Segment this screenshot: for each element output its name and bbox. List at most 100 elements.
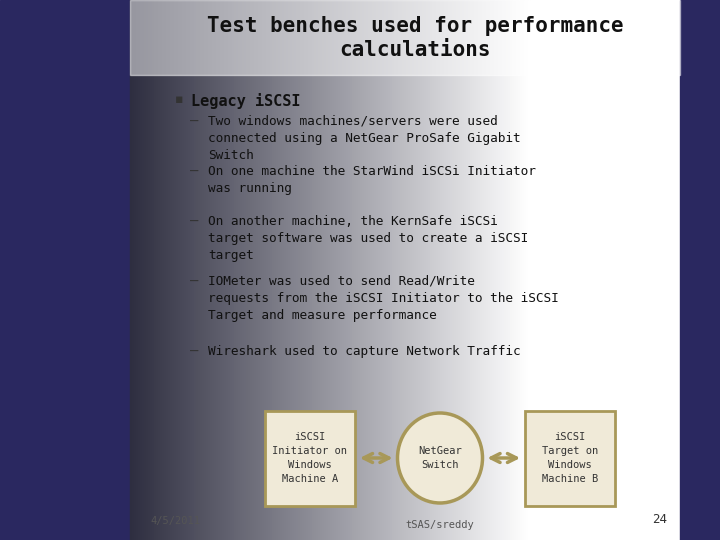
Bar: [410, 0, 412, 540]
Text: –: –: [190, 165, 199, 179]
Bar: [420, 0, 422, 540]
Bar: [136, 0, 138, 540]
Bar: [248, 0, 250, 540]
Bar: [198, 0, 200, 540]
Bar: [296, 0, 298, 540]
Bar: [488, 0, 490, 540]
Bar: [330, 0, 332, 540]
Bar: [214, 0, 216, 540]
Bar: [350, 0, 352, 540]
Bar: [236, 0, 238, 540]
Bar: [458, 0, 460, 540]
Bar: [340, 0, 342, 540]
Bar: [378, 0, 380, 540]
Bar: [530, 0, 720, 540]
Bar: [396, 0, 398, 540]
Bar: [208, 0, 210, 540]
Bar: [298, 0, 300, 540]
Bar: [510, 0, 512, 540]
Bar: [468, 0, 470, 540]
Bar: [258, 0, 260, 540]
Bar: [412, 0, 414, 540]
Bar: [310, 0, 312, 540]
Bar: [324, 0, 326, 540]
Bar: [232, 0, 234, 540]
Bar: [328, 0, 330, 540]
Bar: [252, 0, 254, 540]
Bar: [156, 0, 158, 540]
Bar: [472, 0, 474, 540]
Bar: [314, 0, 316, 540]
Bar: [392, 0, 394, 540]
Bar: [448, 0, 450, 540]
Bar: [432, 0, 434, 540]
Bar: [348, 0, 350, 540]
Bar: [154, 0, 156, 540]
Bar: [200, 0, 202, 540]
Bar: [132, 0, 134, 540]
Bar: [366, 0, 368, 540]
Bar: [408, 0, 410, 540]
Bar: [500, 0, 502, 540]
Bar: [486, 0, 488, 540]
Bar: [430, 0, 432, 540]
Bar: [490, 0, 492, 540]
Bar: [318, 0, 320, 540]
Bar: [266, 0, 268, 540]
Bar: [498, 0, 500, 540]
Text: 4/5/2011: 4/5/2011: [150, 516, 200, 526]
Bar: [434, 0, 436, 540]
Bar: [470, 0, 472, 540]
Bar: [528, 0, 530, 540]
Bar: [480, 0, 482, 540]
Bar: [516, 0, 518, 540]
Bar: [272, 0, 274, 540]
Text: Wireshark used to capture Network Traffic: Wireshark used to capture Network Traffi…: [208, 345, 521, 358]
Bar: [222, 0, 224, 540]
Bar: [382, 0, 384, 540]
Text: NetGear
Switch: NetGear Switch: [418, 446, 462, 470]
Bar: [422, 0, 424, 540]
Bar: [426, 0, 428, 540]
Bar: [260, 0, 262, 540]
Bar: [406, 0, 408, 540]
Bar: [218, 0, 220, 540]
Bar: [520, 0, 522, 540]
Bar: [312, 0, 314, 540]
Bar: [234, 0, 236, 540]
Bar: [256, 0, 258, 540]
Bar: [476, 0, 478, 540]
Bar: [362, 0, 364, 540]
Bar: [264, 0, 266, 540]
Bar: [220, 0, 222, 540]
Bar: [368, 0, 370, 540]
Bar: [308, 0, 310, 540]
Bar: [404, 0, 406, 540]
Bar: [502, 0, 504, 540]
Text: iSCSI
Target on
Windows
Machine B: iSCSI Target on Windows Machine B: [542, 432, 598, 484]
Bar: [150, 0, 152, 540]
Bar: [290, 0, 292, 540]
Bar: [424, 0, 426, 540]
Bar: [482, 0, 484, 540]
Bar: [170, 0, 172, 540]
Bar: [386, 0, 388, 540]
Bar: [240, 0, 242, 540]
Bar: [186, 0, 188, 540]
Bar: [182, 0, 184, 540]
Bar: [414, 0, 416, 540]
Bar: [326, 0, 328, 540]
Bar: [524, 0, 526, 540]
Bar: [180, 0, 182, 540]
Bar: [178, 0, 180, 540]
Bar: [372, 0, 374, 540]
Bar: [518, 0, 520, 540]
Bar: [204, 0, 206, 540]
Bar: [158, 0, 160, 540]
Bar: [525, 410, 615, 505]
Bar: [474, 0, 476, 540]
Bar: [334, 0, 336, 540]
Bar: [268, 0, 270, 540]
Bar: [342, 0, 344, 540]
Bar: [522, 0, 524, 540]
